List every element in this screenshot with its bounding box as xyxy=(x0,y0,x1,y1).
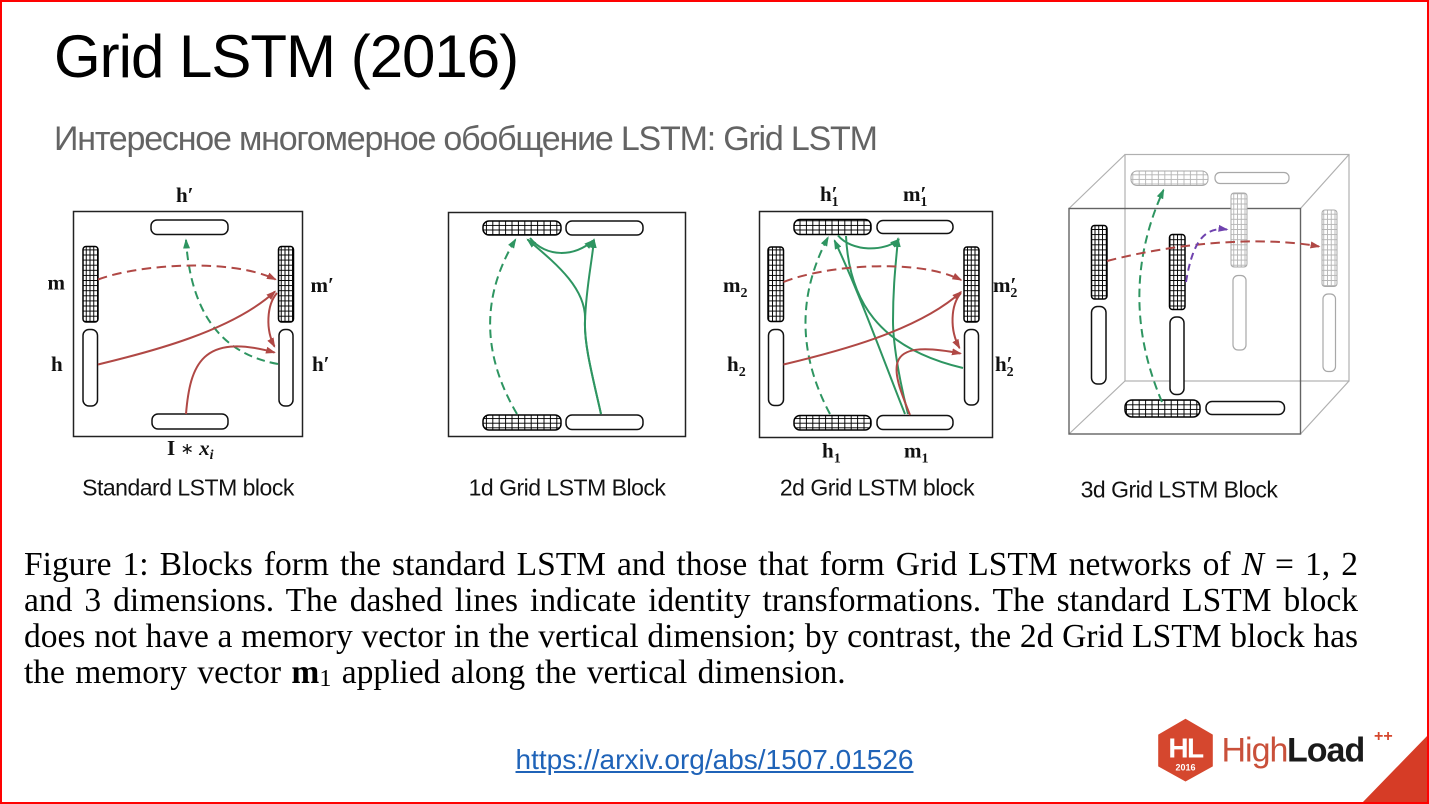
svg-text:1d Grid LSTM Block: 1d Grid LSTM Block xyxy=(469,475,667,501)
svg-text:h′1: h′1 xyxy=(820,182,839,210)
svg-text:m′2: m′2 xyxy=(993,273,1017,301)
svg-text:h: h xyxy=(51,352,63,376)
svg-text:h2: h2 xyxy=(727,352,746,380)
svg-text:m: m xyxy=(48,271,66,295)
svg-text:h′: h′ xyxy=(176,183,194,207)
svg-text:HL: HL xyxy=(1168,732,1204,763)
svg-text:Standard LSTM block: Standard LSTM block xyxy=(82,475,295,501)
svg-text:I ∗ xi: I ∗ xi xyxy=(167,436,214,463)
svg-text:h1: h1 xyxy=(822,439,841,467)
svg-text:m2: m2 xyxy=(723,273,748,301)
svg-text:2016: 2016 xyxy=(1175,763,1195,773)
svg-text:3d Grid LSTM Block: 3d Grid LSTM Block xyxy=(1081,477,1279,503)
svg-text:m′1: m′1 xyxy=(903,182,927,210)
svg-text:Load: Load xyxy=(1287,732,1364,770)
svg-text:++: ++ xyxy=(1374,728,1393,745)
svg-text:2d Grid LSTM block: 2d Grid LSTM block xyxy=(780,475,975,501)
svg-text:m′: m′ xyxy=(311,273,334,297)
svg-text:m1: m1 xyxy=(904,439,929,467)
svg-text:h′2: h′2 xyxy=(995,352,1014,380)
svg-text:h′: h′ xyxy=(312,352,330,376)
svg-text:High: High xyxy=(1222,732,1288,770)
